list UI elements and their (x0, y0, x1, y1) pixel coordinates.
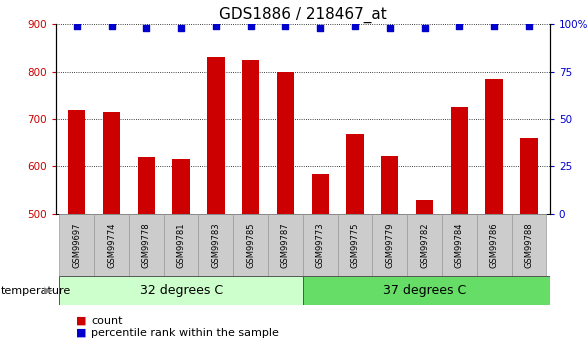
Bar (163, 214, 199, 276)
Text: temperature: temperature (1, 286, 71, 296)
Text: GSM99787: GSM99787 (281, 222, 290, 268)
Bar (233, 214, 268, 276)
Point (246, 23, 255, 29)
Bar (138, 157, 155, 214)
Bar (416, 200, 433, 214)
Bar (372, 214, 407, 276)
Bar (512, 214, 546, 276)
Text: GSM99783: GSM99783 (211, 222, 220, 268)
Text: count: count (91, 316, 123, 326)
Text: GSM99773: GSM99773 (316, 222, 325, 268)
Bar (346, 134, 364, 214)
Text: GSM99774: GSM99774 (107, 222, 116, 268)
Text: GSM99779: GSM99779 (385, 222, 395, 268)
Point (72, 23, 81, 29)
Text: GSM99775: GSM99775 (350, 222, 359, 268)
Text: GSM99786: GSM99786 (490, 222, 499, 268)
Bar (520, 138, 537, 214)
Text: GSM99784: GSM99784 (455, 222, 464, 268)
Text: ►: ► (44, 284, 54, 297)
Point (107, 23, 116, 29)
Bar (442, 214, 477, 276)
Point (176, 25, 186, 31)
Point (280, 23, 290, 29)
Bar (407, 214, 442, 276)
Point (385, 25, 395, 31)
Bar (129, 214, 163, 276)
Point (211, 23, 220, 29)
Point (420, 25, 429, 31)
Text: GSM99788: GSM99788 (524, 222, 533, 268)
Text: GSM99782: GSM99782 (420, 222, 429, 268)
Bar (312, 174, 329, 214)
Title: GDS1886 / 218467_at: GDS1886 / 218467_at (219, 7, 387, 23)
Bar (303, 276, 550, 305)
Bar (486, 79, 503, 214)
Bar (199, 214, 233, 276)
Text: ■: ■ (76, 316, 87, 326)
Point (316, 25, 325, 31)
Point (524, 23, 534, 29)
Bar (277, 71, 294, 214)
Text: GSM99785: GSM99785 (246, 222, 255, 268)
Text: 32 degrees C: 32 degrees C (139, 284, 223, 297)
Bar (94, 214, 129, 276)
Bar (268, 214, 303, 276)
Text: ■: ■ (76, 328, 87, 338)
Text: 37 degrees C: 37 degrees C (383, 284, 466, 297)
Bar (477, 214, 512, 276)
Bar (207, 57, 225, 214)
Bar (242, 60, 259, 214)
Text: GSM99781: GSM99781 (176, 222, 186, 268)
Point (142, 25, 151, 31)
Text: percentile rank within the sample: percentile rank within the sample (91, 328, 279, 338)
Point (489, 23, 499, 29)
Text: GSM99697: GSM99697 (72, 222, 81, 268)
Bar (172, 159, 190, 214)
Bar (103, 112, 120, 214)
Text: GSM99778: GSM99778 (142, 222, 151, 268)
Bar (381, 156, 399, 214)
Bar (303, 214, 338, 276)
Bar (450, 107, 468, 214)
Bar (68, 109, 85, 214)
Point (350, 23, 360, 29)
Bar (59, 276, 303, 305)
Bar (59, 214, 94, 276)
Bar (338, 214, 372, 276)
Point (455, 23, 464, 29)
